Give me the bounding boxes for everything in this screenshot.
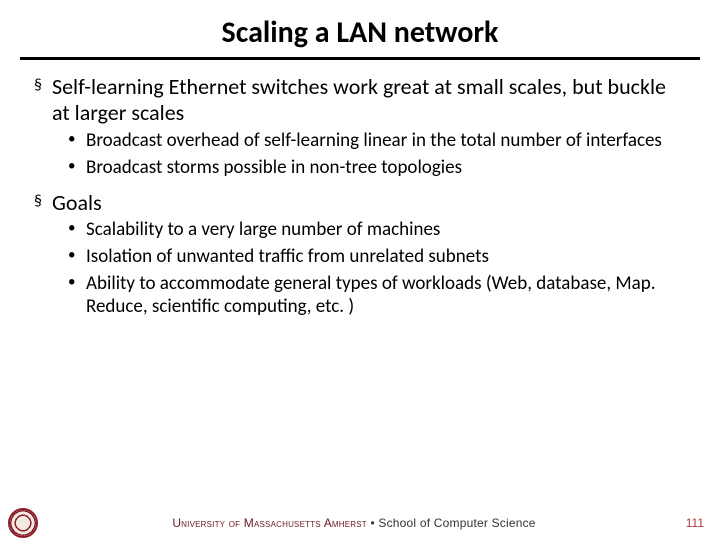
university-seal-icon bbox=[8, 508, 38, 538]
list-item: • Broadcast storms possible in non-tree … bbox=[68, 157, 686, 180]
list-item-text: Broadcast overhead of self-learning line… bbox=[86, 130, 686, 153]
list-item-text: Ability to accommodate general types of … bbox=[86, 273, 686, 319]
list-item: § Goals bbox=[34, 190, 686, 216]
square-bullet-icon: § bbox=[34, 74, 52, 126]
list-item: § Self-learning Ethernet switches work g… bbox=[34, 74, 686, 126]
list-item-text: Isolation of unwanted traffic from unrel… bbox=[86, 246, 686, 269]
list-item-text: Broadcast storms possible in non-tree to… bbox=[86, 157, 686, 180]
list-item-text: Goals bbox=[52, 190, 686, 216]
list-item-text: Scalability to a very large number of ma… bbox=[86, 219, 686, 242]
list-item-text: Self-learning Ethernet switches work gre… bbox=[52, 74, 686, 126]
sub-list: • Broadcast overhead of self-learning li… bbox=[34, 130, 686, 180]
slide-content: § Self-learning Ethernet switches work g… bbox=[0, 60, 720, 319]
dot-bullet-icon: • bbox=[68, 246, 86, 269]
dot-bullet-icon: • bbox=[68, 157, 86, 180]
list-item: • Isolation of unwanted traffic from unr… bbox=[68, 246, 686, 269]
footer-text: University of Massachusetts Amherst • Sc… bbox=[38, 516, 670, 530]
dot-bullet-icon: • bbox=[68, 130, 86, 153]
dot-bullet-icon: • bbox=[68, 273, 86, 319]
list-item: • Scalability to a very large number of … bbox=[68, 219, 686, 242]
slide-footer: University of Massachusetts Amherst • Sc… bbox=[0, 506, 720, 540]
sub-list: • Scalability to a very large number of … bbox=[34, 219, 686, 318]
slide-title: Scaling a LAN network bbox=[0, 0, 720, 51]
list-item: • Broadcast overhead of self-learning li… bbox=[68, 130, 686, 153]
page-number: 111 bbox=[670, 516, 720, 530]
school-name: School of Computer Science bbox=[378, 516, 535, 530]
list-item: • Ability to accommodate general types o… bbox=[68, 273, 686, 319]
slide: Scaling a LAN network § Self-learning Et… bbox=[0, 0, 720, 540]
footer-separator: • bbox=[370, 516, 374, 530]
square-bullet-icon: § bbox=[34, 190, 52, 216]
dot-bullet-icon: • bbox=[68, 219, 86, 242]
university-name: University of Massachusetts Amherst bbox=[172, 516, 367, 530]
